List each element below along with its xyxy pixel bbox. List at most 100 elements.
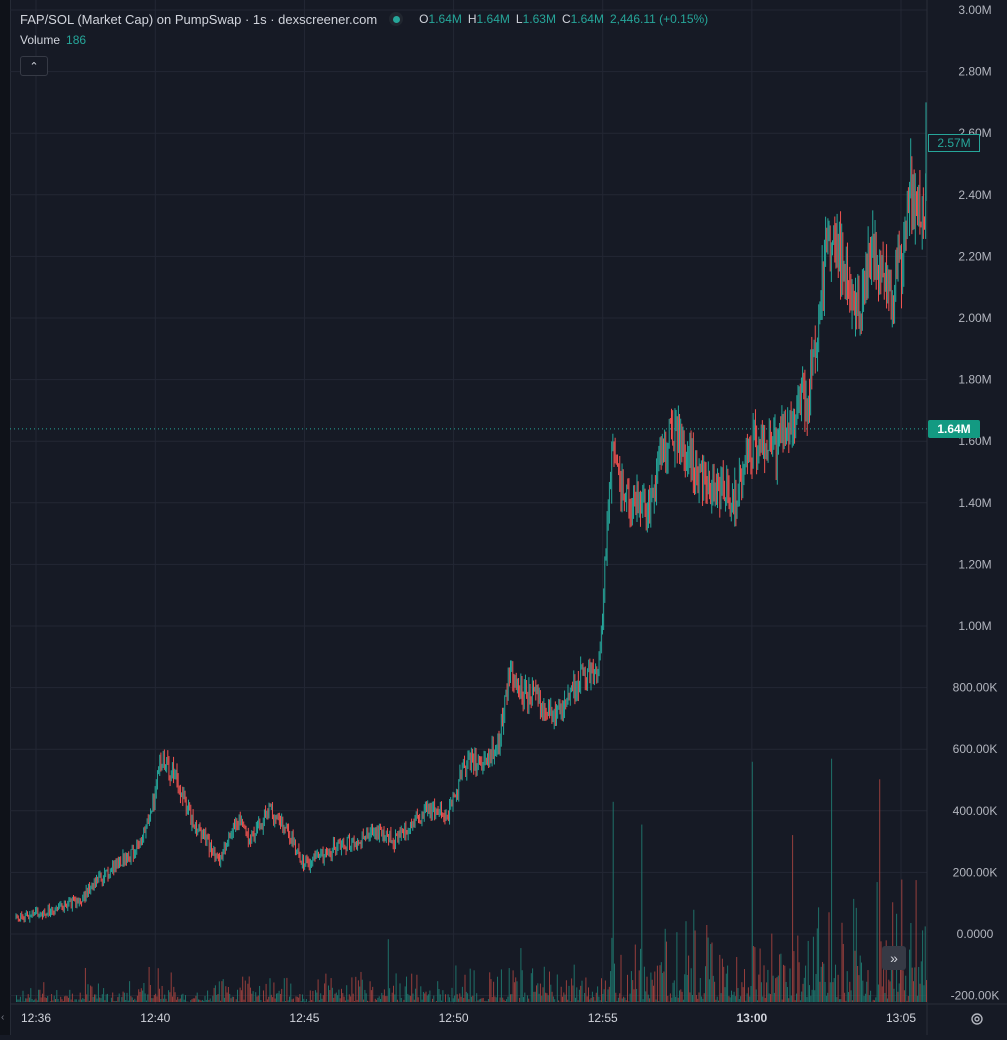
volume-bar <box>324 983 325 1002</box>
volume-bar <box>843 944 844 1002</box>
volume-bar <box>346 985 347 1002</box>
volume-label[interactable]: Volume <box>20 33 60 47</box>
volume-bar <box>241 990 242 1002</box>
volume-bar <box>141 988 142 1002</box>
volume-bar <box>194 998 195 1002</box>
volume-bar <box>769 993 770 1002</box>
volume-bar <box>328 986 329 1002</box>
volume-bar <box>320 993 321 1002</box>
volume-bar <box>699 992 700 1002</box>
close-value: 1.64M <box>571 12 604 26</box>
volume-bar <box>727 966 728 1002</box>
volume-bar <box>358 980 359 1002</box>
volume-bar <box>648 995 649 1002</box>
volume-bar <box>544 967 545 1002</box>
volume-bar <box>626 1000 627 1002</box>
volume-bar <box>338 990 339 1002</box>
volume-bar <box>748 987 749 1002</box>
volume-bar <box>337 995 338 1002</box>
collapse-legend-button[interactable]: ⌃ <box>20 56 48 76</box>
volume-bar <box>706 925 707 1002</box>
volume-bar <box>801 992 802 1002</box>
volume-bar <box>309 1001 310 1002</box>
volume-bar <box>415 989 416 1002</box>
scroll-to-latest-button[interactable]: » <box>882 946 906 970</box>
volume-bar <box>701 996 702 1002</box>
volume-bar <box>452 988 453 1002</box>
volume-bar <box>276 994 277 1002</box>
volume-bar <box>728 996 729 1002</box>
volume-bar <box>585 978 586 1002</box>
chart-container[interactable]: 3.00M2.80M2.60M2.40M2.20M2.00M1.80M1.60M… <box>10 0 1007 1035</box>
volume-bar <box>232 997 233 1002</box>
volume-bar <box>636 989 637 1002</box>
expand-left-icon[interactable]: ‹ <box>1 1012 4 1023</box>
volume-bar <box>459 993 460 1002</box>
volume-bar <box>403 1000 404 1002</box>
volume-bar <box>16 995 17 1002</box>
volume-bar <box>115 1001 116 1002</box>
volume-bar <box>580 986 581 1002</box>
volume-bar <box>823 964 824 1002</box>
volume-bar <box>58 999 59 1002</box>
volume-bar <box>662 973 663 1002</box>
volume-bar <box>145 993 146 1002</box>
symbol-title[interactable]: FAP/SOL (Market Cap) on PumpSwap · 1s · … <box>20 12 377 27</box>
volume-bar <box>569 986 570 1002</box>
volume-bar <box>761 982 762 1002</box>
volume-bar <box>575 998 576 1002</box>
volume-bar <box>171 972 172 1002</box>
volume-bar <box>764 965 765 1002</box>
volume-bar <box>697 999 698 1002</box>
volume-bar <box>922 930 923 1002</box>
volume-bar <box>686 921 687 1002</box>
volume-bar <box>336 993 337 1002</box>
volume-bar <box>17 1000 18 1002</box>
volume-bar <box>608 989 609 1002</box>
volume-bar <box>753 946 754 1002</box>
volume-bar <box>257 996 258 1002</box>
price-axis-tick: 400.00K <box>953 804 998 818</box>
volume-bar <box>258 995 259 1002</box>
volume-bar <box>406 977 407 1002</box>
volume-bar <box>732 995 733 1002</box>
volume-bar <box>803 984 804 1002</box>
volume-bar <box>787 987 788 1002</box>
volume-bar <box>228 987 229 1002</box>
volume-bar <box>492 997 493 1002</box>
volume-bar <box>177 997 178 1002</box>
volume-bar <box>52 1000 53 1002</box>
volume-bar <box>323 995 324 1002</box>
volume-bar <box>730 997 731 1002</box>
volume-bar <box>491 979 492 1002</box>
volume-bar <box>907 1001 908 1002</box>
volume-bar <box>247 984 248 1002</box>
chart-settings-button[interactable] <box>967 1009 987 1029</box>
volume-bar <box>279 991 280 1002</box>
volume-bar <box>540 984 541 1002</box>
volume-bar <box>462 987 463 1002</box>
volume-bar <box>609 987 610 1002</box>
volume-bar <box>119 994 120 1002</box>
volume-bar <box>903 970 904 1002</box>
volume-bar <box>195 996 196 1002</box>
volume-bar <box>348 1000 349 1002</box>
chart-canvas[interactable]: 3.00M2.80M2.60M2.40M2.20M2.00M1.80M1.60M… <box>10 0 1007 1035</box>
volume-bar <box>631 971 632 1002</box>
volume-bar <box>809 985 810 1002</box>
volume-bar <box>644 967 645 1002</box>
volume-bar <box>266 984 267 1002</box>
volume-bar <box>622 999 623 1002</box>
volume-bar <box>641 825 642 1002</box>
volume-bar <box>647 977 648 1002</box>
volume-bar <box>106 994 107 1002</box>
volume-bar <box>830 982 831 1002</box>
volume-bar <box>572 986 573 1002</box>
volume-bar <box>743 987 744 1002</box>
volume-bar <box>601 978 602 1002</box>
volume-bar <box>670 993 671 1002</box>
volume-bar <box>687 975 688 1002</box>
volume-bar <box>722 959 723 1002</box>
volume-bar <box>176 1000 177 1002</box>
